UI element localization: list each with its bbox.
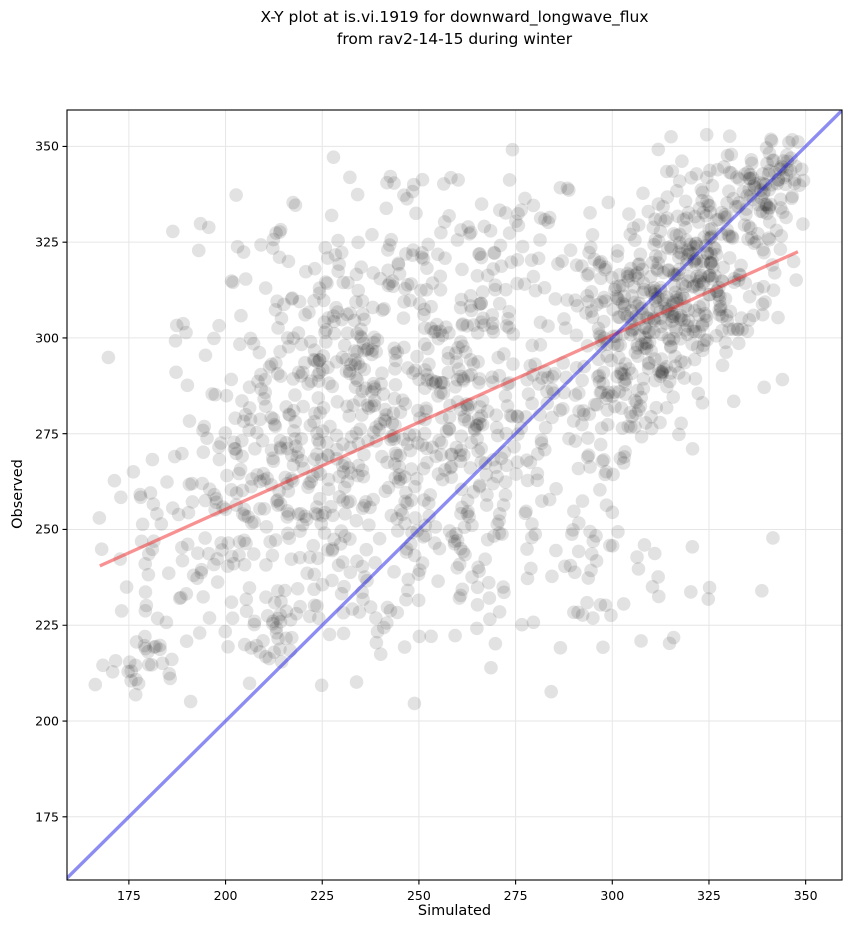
x-tick-label: 325 <box>697 888 721 903</box>
y-tick-label: 300 <box>35 330 59 346</box>
y-axis-label: Observed <box>10 459 26 529</box>
y-tick-label: 350 <box>35 138 59 154</box>
y-tick-label: 175 <box>35 809 59 825</box>
x-axis-label: Simulated <box>417 903 492 919</box>
y-tick-label: 200 <box>35 713 59 729</box>
x-tick-label: 300 <box>600 888 625 903</box>
x-tick-label: 275 <box>503 888 528 903</box>
y-tick-label: 275 <box>35 426 59 442</box>
x-tick-label: 350 <box>793 888 818 903</box>
y-tick-label: 250 <box>35 521 59 537</box>
x-tick-label: 250 <box>406 888 431 903</box>
chart-title: X-Y plot at is.vi.1919 for downward_long… <box>67 6 842 50</box>
y-tick-label: 325 <box>35 234 59 250</box>
chart-title-line2: from rav2-14-15 during winter <box>336 30 573 48</box>
x-tick-label: 175 <box>116 888 141 903</box>
y-tick-label: 225 <box>35 617 59 633</box>
x-tick-label: 200 <box>213 888 238 903</box>
chart-title-line1: X-Y plot at is.vi.1919 for downward_long… <box>260 8 649 26</box>
x-tick-label: 225 <box>310 888 335 903</box>
